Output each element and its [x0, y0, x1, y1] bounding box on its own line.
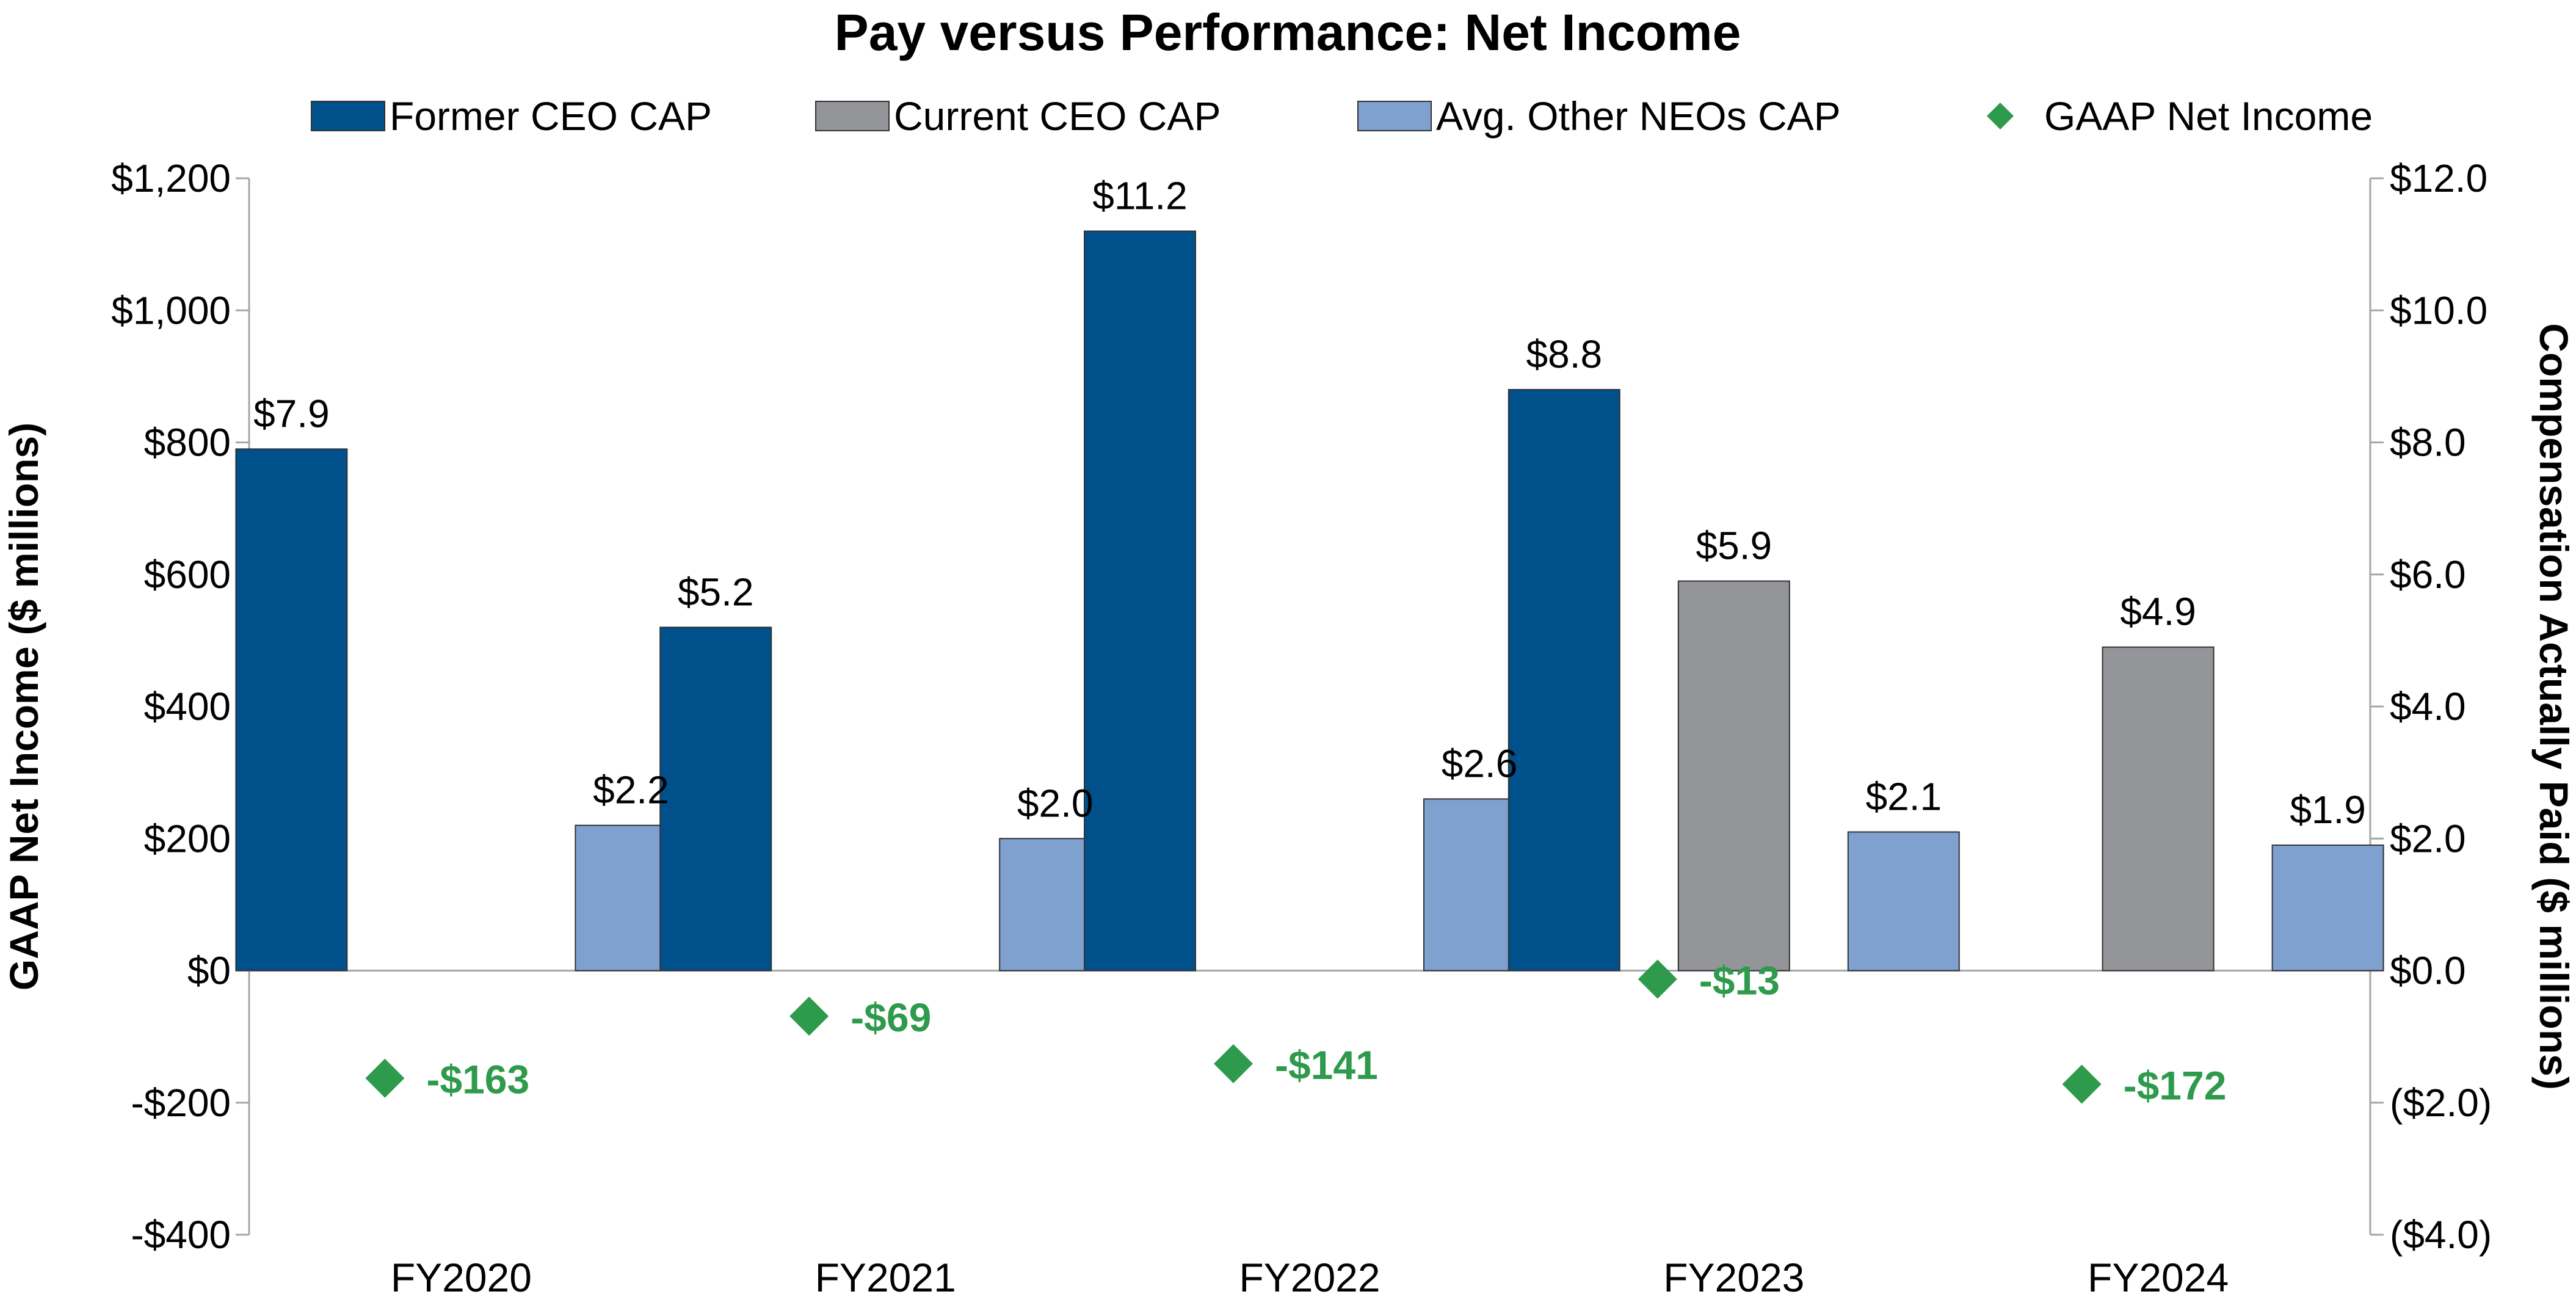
- left-axis-title: GAAP Net Income ($ millions): [1, 423, 46, 990]
- category-label-fy2023: FY2023: [1663, 1255, 1804, 1300]
- left-tick-label: $600: [144, 553, 231, 597]
- net-income-marker-fy2022: [1214, 1044, 1253, 1083]
- net-income-marker-fy2023: [1638, 959, 1677, 999]
- net-income-marker-fy2024: [2062, 1064, 2102, 1104]
- legend-label-current-ceo-cap: Current CEO CAP: [894, 93, 1221, 139]
- legend-swatch-former-ceo-cap: [311, 101, 385, 131]
- axes: -$400 -$200 $0 $200 $400 $600 $800 $1,000 $1,200…: [1, 156, 2576, 1257]
- net-income-label-fy2020: -$163: [426, 1057, 529, 1102]
- right-tick-label: $8.0: [2390, 421, 2466, 465]
- legend-swatch-gaap-net-income: [1987, 103, 2014, 129]
- bars: [235, 230, 2384, 972]
- net-income-label-fy2022: -$141: [1275, 1042, 1378, 1088]
- right-tick-label: $6.0: [2390, 553, 2466, 597]
- data-labels: FY2020 $7.9 $2.2 -$163 FY2021 $5.2 $2.0 -$69 FY2…: [253, 174, 2366, 1301]
- left-tick-label: -$200: [131, 1081, 231, 1125]
- left-tick-label: $1,000: [111, 288, 231, 332]
- bar-avg-other-neos-cap-fy2023: [1847, 831, 1960, 972]
- left-tick-label: $400: [144, 685, 231, 728]
- legend-label-gaap-net-income: GAAP Net Income: [2044, 93, 2373, 139]
- net-income-label-fy2023: -$13: [1699, 958, 1780, 1003]
- right-tick-label: ($4.0): [2390, 1213, 2492, 1257]
- legend-label-avg-other-neos-cap: Avg. Other NEOs CAP: [1436, 93, 1841, 139]
- bar-label-former-ceo-cap-fy2021: $5.2: [678, 570, 754, 614]
- bar-label-current-ceo-cap-fy2023: $5.9: [1696, 524, 1772, 568]
- bar-former-ceo-cap-fy2020: [235, 448, 348, 972]
- legend-swatch-current-ceo-cap: [815, 101, 890, 131]
- net-income-marker-fy2020: [365, 1058, 405, 1098]
- right-tick-label: $12.0: [2390, 156, 2487, 200]
- bar-label-avg-other-neos-cap-fy2023: $2.1: [1866, 774, 1942, 818]
- category-label-fy2021: FY2021: [815, 1255, 956, 1300]
- bar-label-avg-other-neos-cap-fy2021: $2.0: [1017, 781, 1094, 825]
- legend-label-former-ceo-cap: Former CEO CAP: [390, 93, 712, 139]
- bar-label-avg-other-neos-cap-fy2020: $2.2: [593, 768, 669, 812]
- bar-label-former-ceo-cap-fy2020: $7.9: [253, 391, 330, 435]
- category-label-fy2020: FY2020: [391, 1255, 532, 1300]
- bar-current-ceo-cap-fy2024: [2102, 646, 2215, 972]
- bar-label-former-ceo-cap-fy2022: $11.2: [1092, 174, 1187, 218]
- right-tick-label: $0.0: [2390, 949, 2466, 993]
- category-label-fy2024: FY2024: [2088, 1255, 2229, 1300]
- right-tick-label: $2.0: [2390, 816, 2466, 860]
- bar-label-current-ceo-cap-fy2024: $4.9: [2120, 590, 2196, 634]
- bar-label-avg-other-neos-cap-fy2024: $1.9: [2290, 788, 2366, 832]
- legend-swatch-avg-other-neos-cap: [1357, 101, 1432, 131]
- net-income-marker-fy2021: [789, 997, 829, 1036]
- left-tick-label: $0: [187, 949, 231, 993]
- bar-former-ceo-cap-fy2023: [1508, 389, 1620, 972]
- left-tick-label: $200: [144, 816, 231, 860]
- right-tick-label: $4.0: [2390, 685, 2466, 728]
- bar-former-ceo-cap-fy2021: [659, 627, 772, 972]
- bar-current-ceo-cap-fy2023: [1677, 580, 1790, 972]
- left-tick-label: -$400: [131, 1213, 231, 1257]
- right-axis-title: Compensation Actually Paid ($ millions): [2531, 323, 2576, 1089]
- net-income-markers: [365, 959, 2102, 1104]
- bar-label-avg-other-neos-cap-fy2022: $2.6: [1442, 741, 1518, 785]
- right-tick-label: ($2.0): [2390, 1081, 2492, 1125]
- legend: Former CEO CAP Current CEO CAP Avg. Other …: [311, 93, 2373, 139]
- bar-former-ceo-cap-fy2022: [1084, 230, 1196, 972]
- chart-title: Pay versus Performance: Net Income: [835, 4, 1741, 61]
- net-income-label-fy2024: -$172: [2124, 1063, 2227, 1108]
- net-income-label-fy2021: -$69: [851, 995, 931, 1040]
- category-label-fy2022: FY2022: [1239, 1255, 1380, 1300]
- bar-label-former-ceo-cap-fy2023: $8.8: [1526, 332, 1603, 376]
- left-tick-label: $1,200: [111, 156, 231, 200]
- left-tick-label: $800: [144, 421, 231, 465]
- right-tick-label: $10.0: [2390, 288, 2487, 332]
- bar-avg-other-neos-cap-fy2024: [2271, 845, 2384, 972]
